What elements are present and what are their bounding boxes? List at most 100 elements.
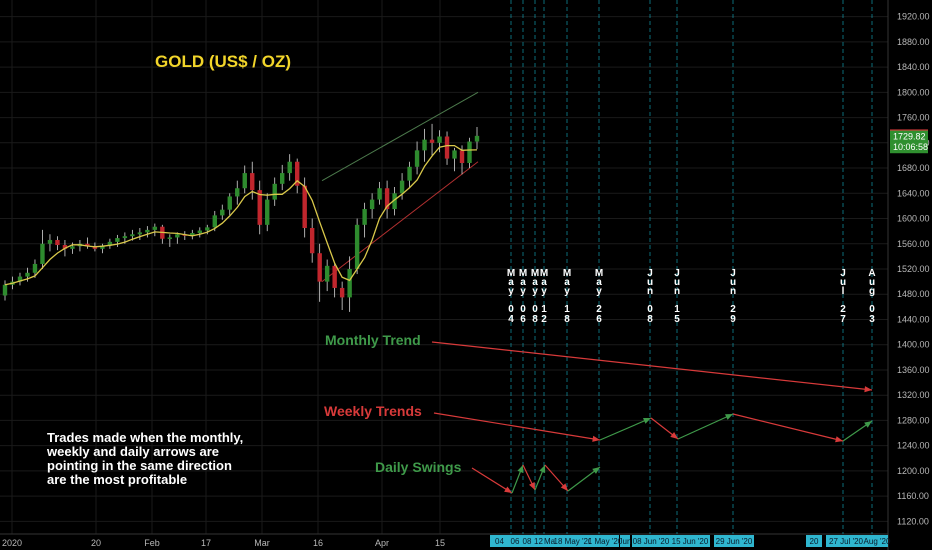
date-month-char: u bbox=[730, 277, 736, 288]
candle-body bbox=[242, 173, 247, 189]
time-badge bbox=[632, 535, 670, 547]
candle-body bbox=[190, 233, 195, 236]
time-badge-label: Jun bbox=[619, 537, 632, 546]
time-badge-label: 27 Jul '20 bbox=[829, 537, 864, 546]
candle-body bbox=[399, 180, 405, 194]
candle-body bbox=[152, 226, 158, 230]
time-badge bbox=[714, 535, 754, 547]
date-day-char: 1 bbox=[674, 304, 680, 315]
candle-body bbox=[467, 141, 472, 163]
date-month-char: M bbox=[540, 268, 548, 279]
y-tick-label: 1360.00 bbox=[897, 365, 930, 375]
daily-arrow-head bbox=[504, 486, 512, 493]
x-tick-label: Feb bbox=[144, 538, 160, 548]
date-month-char: n bbox=[647, 286, 653, 297]
y-tick-label: 1480.00 bbox=[897, 289, 930, 299]
date-day-char: 5 bbox=[674, 314, 680, 325]
candle-body bbox=[197, 230, 202, 234]
date-month-char: a bbox=[532, 277, 538, 288]
date-month-char: a bbox=[596, 277, 602, 288]
candle-body bbox=[175, 234, 180, 238]
candle-body bbox=[25, 272, 30, 277]
candle-body bbox=[280, 173, 285, 184]
date-month-char: M bbox=[595, 268, 603, 279]
candle-body bbox=[294, 161, 300, 186]
date-day-char: 6 bbox=[520, 314, 526, 325]
candle-body bbox=[130, 234, 135, 237]
time-badge bbox=[670, 535, 710, 547]
x-tick-label: 16 bbox=[313, 538, 323, 548]
date-month-char: u bbox=[840, 277, 846, 288]
x-tick-label: 15 bbox=[435, 538, 445, 548]
time-badge bbox=[866, 535, 888, 547]
candle-body bbox=[250, 173, 255, 191]
weekly-arrow-head bbox=[592, 435, 600, 442]
y-tick-label: 1440.00 bbox=[897, 314, 930, 324]
daily-arrow-head bbox=[529, 482, 535, 490]
daily-arrow-head bbox=[517, 465, 524, 473]
date-month-char: l bbox=[842, 286, 845, 297]
price-badge bbox=[890, 141, 928, 154]
price-badge-label: 1729.82 bbox=[893, 132, 926, 142]
time-badge-label: 1 May '20 bbox=[588, 537, 623, 546]
chart-title: GOLD (US$ / OZ) bbox=[155, 52, 291, 71]
candle-body bbox=[32, 263, 38, 273]
price-badge bbox=[890, 130, 928, 143]
candle-body bbox=[422, 139, 427, 151]
date-month-char: y bbox=[532, 286, 538, 297]
y-tick-label: 1880.00 bbox=[897, 37, 930, 47]
date-day-char: 0 bbox=[869, 304, 875, 315]
date-month-char: y bbox=[596, 286, 602, 297]
x-tick-label: 20 bbox=[91, 538, 101, 548]
candle-body bbox=[272, 183, 277, 200]
date-month-char: J bbox=[647, 268, 653, 279]
candle-body bbox=[437, 136, 442, 143]
candle-body bbox=[227, 196, 232, 210]
date-month-char: u bbox=[869, 277, 875, 288]
date-month-char: u bbox=[647, 277, 653, 288]
date-month-char: y bbox=[541, 286, 547, 297]
time-badge bbox=[806, 535, 822, 547]
weekly-arrow bbox=[732, 413, 844, 442]
weekly-arrow bbox=[599, 417, 652, 441]
y-tick-label: 1520.00 bbox=[897, 264, 930, 274]
time-badge-label: 04 bbox=[495, 537, 504, 546]
time-badge bbox=[591, 535, 619, 547]
date-month-char: M bbox=[507, 268, 515, 279]
y-tick-label: 1920.00 bbox=[897, 12, 930, 22]
date-day-char: 4 bbox=[508, 314, 514, 325]
daily-swings-label: Daily Swings bbox=[375, 459, 462, 475]
weekly-arrow-head bbox=[670, 432, 678, 439]
date-day-char: 2 bbox=[730, 304, 736, 315]
candle-body bbox=[309, 227, 315, 254]
date-day-char: 8 bbox=[532, 314, 538, 325]
time-badge-label: 12 bbox=[534, 537, 543, 546]
candle-body bbox=[115, 238, 120, 242]
candle-body bbox=[85, 243, 90, 247]
candle-body bbox=[369, 199, 375, 210]
candle-body bbox=[17, 276, 23, 282]
time-badge bbox=[509, 535, 521, 547]
time-badge bbox=[620, 535, 630, 547]
price-badge-label: 10:06:58 bbox=[893, 142, 928, 152]
monthly-trend-arrow-head bbox=[864, 386, 872, 393]
note-line: weekly and daily arrows are bbox=[46, 444, 219, 459]
daily-arrow-head bbox=[592, 467, 600, 474]
daily-arrow-head bbox=[539, 465, 546, 473]
date-day-char: 2 bbox=[840, 304, 846, 315]
candle-body bbox=[2, 284, 8, 296]
date-month-char: M bbox=[531, 268, 539, 279]
weekly-arrow-head bbox=[725, 414, 733, 420]
note-line: Trades made when the monthly, bbox=[47, 430, 243, 445]
channel-lower-line bbox=[321, 161, 479, 283]
y-tick-label: 1600.00 bbox=[897, 214, 930, 224]
monthly-trend-label: Monthly Trend bbox=[325, 332, 421, 348]
time-badge-label: Ma bbox=[544, 537, 556, 546]
date-day-char: 2 bbox=[596, 304, 602, 315]
time-badge-label: 08 bbox=[523, 537, 532, 546]
candle-body bbox=[429, 139, 435, 143]
date-month-char: a bbox=[508, 277, 514, 288]
candle-body bbox=[324, 265, 330, 282]
date-day-char: 3 bbox=[869, 314, 875, 325]
